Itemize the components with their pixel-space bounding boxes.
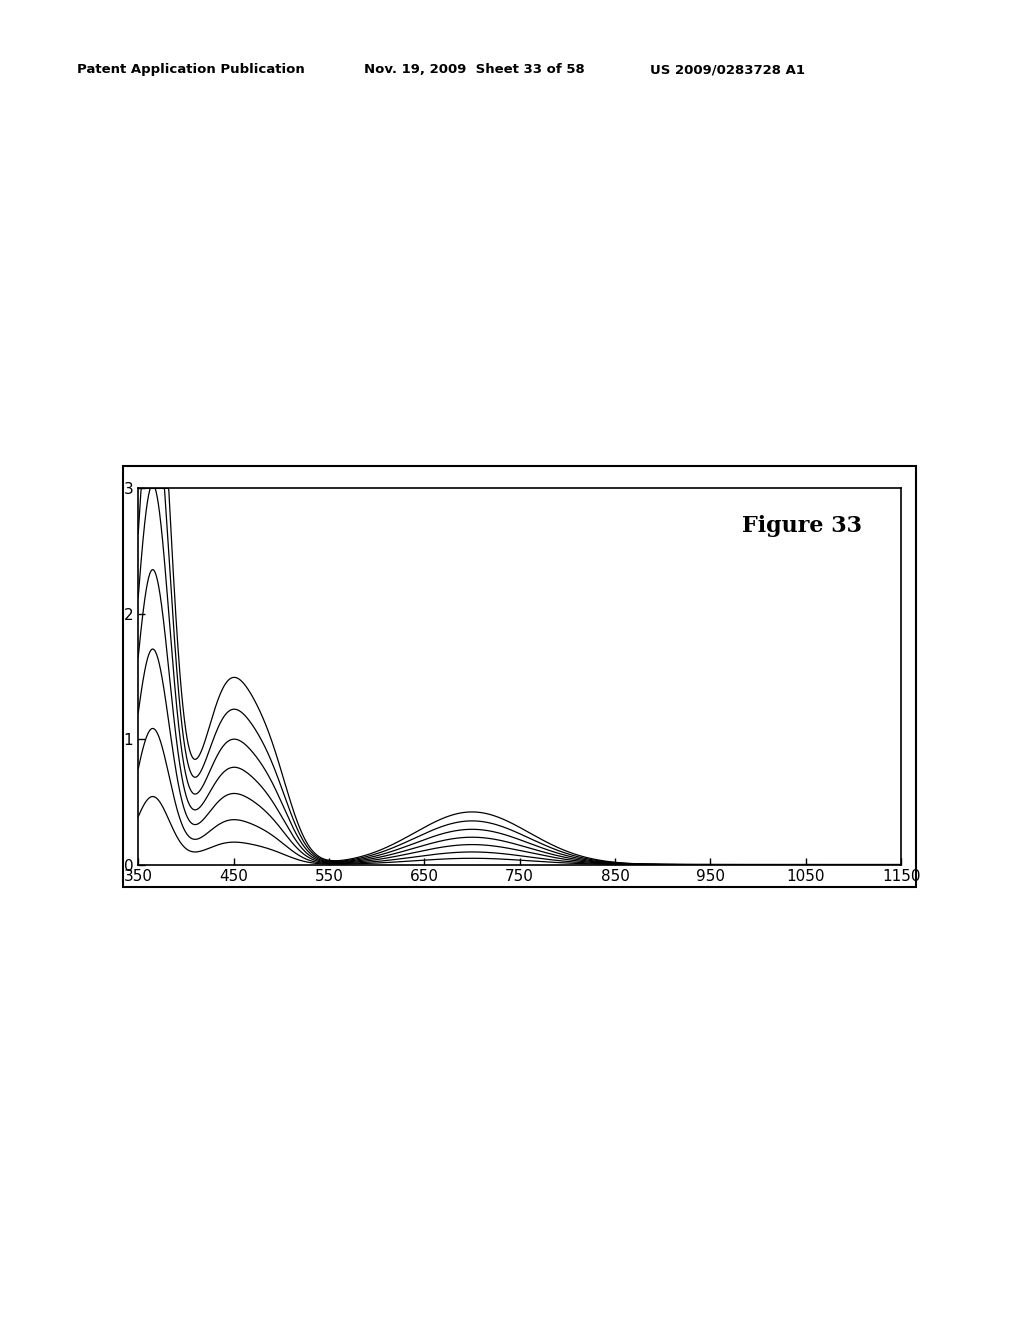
Text: Figure 33: Figure 33	[742, 515, 862, 537]
Text: US 2009/0283728 A1: US 2009/0283728 A1	[650, 63, 805, 77]
Bar	[123, 466, 916, 887]
Text: Nov. 19, 2009  Sheet 33 of 58: Nov. 19, 2009 Sheet 33 of 58	[364, 63, 585, 77]
Text: Patent Application Publication: Patent Application Publication	[77, 63, 304, 77]
